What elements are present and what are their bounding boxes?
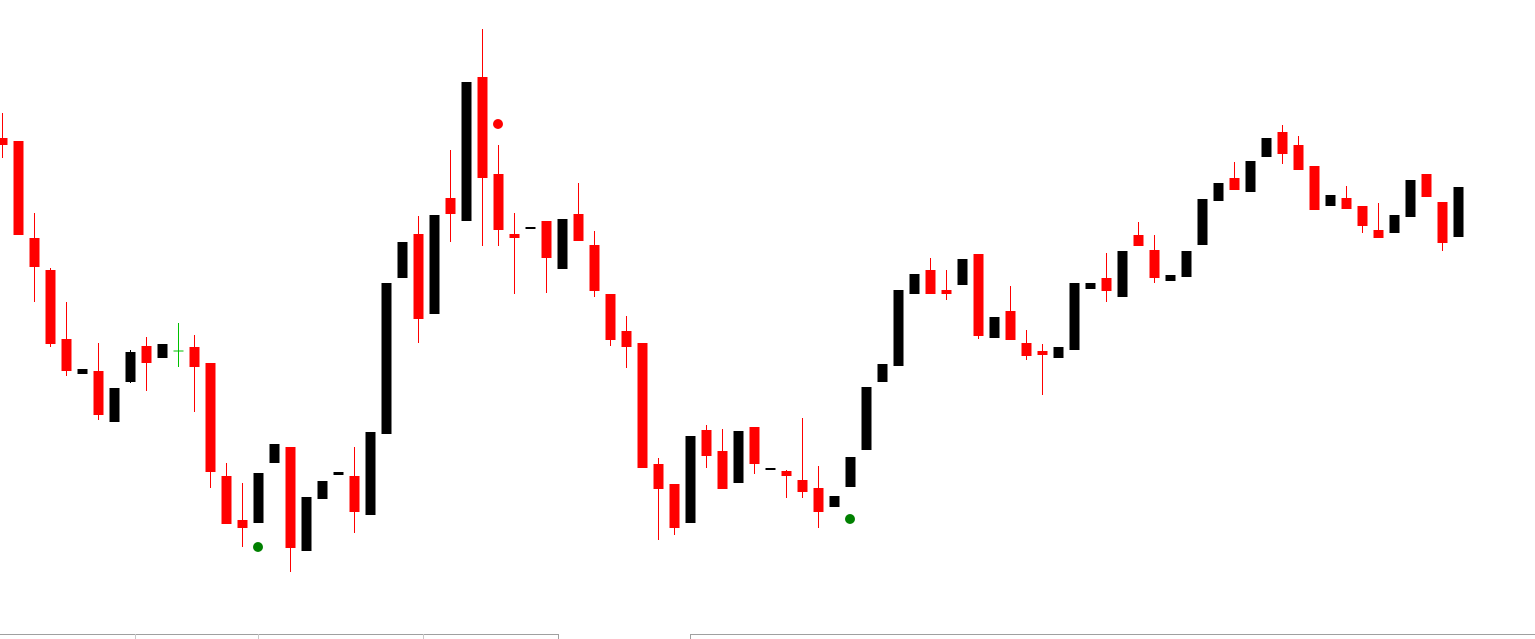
candle-body xyxy=(509,234,520,238)
candle-body xyxy=(973,254,984,336)
candle-body xyxy=(909,274,920,294)
candle-body xyxy=(1021,343,1032,356)
candle-body xyxy=(29,238,40,267)
candle-body xyxy=(461,82,472,221)
candle-body xyxy=(1293,145,1304,170)
candle-body xyxy=(45,270,56,344)
candle-body xyxy=(1197,199,1208,245)
candle-body xyxy=(109,388,120,422)
candle-body xyxy=(1149,250,1160,278)
candle-body xyxy=(1213,183,1224,201)
candle-body xyxy=(541,221,552,258)
candle-body xyxy=(141,346,152,363)
candle-body xyxy=(429,215,440,314)
candle-body xyxy=(157,344,168,358)
candle-body xyxy=(381,283,392,434)
candle-body xyxy=(1437,202,1448,243)
candle-body xyxy=(1389,215,1400,233)
candle-body xyxy=(733,431,744,483)
candle-body xyxy=(365,432,376,515)
candle-body xyxy=(589,245,600,291)
candle-body xyxy=(493,174,504,230)
candle-body xyxy=(637,343,648,468)
candle-body xyxy=(957,259,968,285)
candle-body xyxy=(1005,311,1016,340)
candle-body xyxy=(349,476,360,512)
candle-body xyxy=(749,427,760,464)
candle-body xyxy=(1053,347,1064,358)
candle-body xyxy=(333,472,344,475)
candle-body xyxy=(669,484,680,528)
candle-body xyxy=(653,464,664,489)
candle-body xyxy=(413,234,424,319)
candle-body xyxy=(797,480,808,492)
candle-body xyxy=(1421,174,1432,197)
candle-body xyxy=(125,352,136,382)
candle-body xyxy=(1277,132,1288,154)
signal-dot xyxy=(253,542,263,552)
candle-body xyxy=(701,430,712,456)
candle-body xyxy=(61,339,72,371)
candle-body xyxy=(1101,278,1112,291)
candle-body xyxy=(925,270,936,294)
candle-body xyxy=(285,447,296,548)
candle-body xyxy=(397,242,408,278)
candle-body xyxy=(301,497,312,551)
candle-body xyxy=(1341,198,1352,209)
candle-body xyxy=(989,317,1000,338)
candle-body xyxy=(1181,251,1192,277)
candle-body xyxy=(93,371,104,415)
candle-body xyxy=(829,496,840,507)
candle-body xyxy=(717,451,728,489)
candle-body xyxy=(1133,235,1144,246)
candle-body xyxy=(1245,161,1256,192)
candle-body xyxy=(1453,187,1464,237)
candle-body xyxy=(525,227,536,229)
candle-body xyxy=(893,290,904,366)
candle-body xyxy=(1261,138,1272,157)
candle-body xyxy=(1229,178,1240,190)
candle-body xyxy=(205,363,216,472)
candle-body xyxy=(1309,166,1320,210)
candle-body xyxy=(1085,283,1096,289)
candle-body xyxy=(941,290,952,294)
candle-body xyxy=(1117,251,1128,297)
candle-body xyxy=(685,436,696,523)
candle-body xyxy=(781,471,792,476)
candle-body xyxy=(77,369,88,374)
candle-body xyxy=(0,138,8,145)
bottom-panel xyxy=(0,634,1535,639)
candle-body xyxy=(317,481,328,499)
candle-body xyxy=(445,198,456,214)
candle-body xyxy=(813,488,824,512)
candle-body xyxy=(1357,206,1368,226)
candle-body xyxy=(1165,275,1176,281)
candle-body xyxy=(189,347,200,367)
candle-body xyxy=(1325,195,1336,206)
candle-body xyxy=(765,468,776,470)
candle-body xyxy=(621,331,632,347)
candle-body xyxy=(557,219,568,269)
candle-body xyxy=(605,294,616,340)
candle-body xyxy=(221,476,232,524)
candle-body xyxy=(477,77,488,178)
candle-body xyxy=(253,473,264,523)
candle-body xyxy=(13,141,24,235)
candle-body xyxy=(1373,230,1384,238)
candle-body xyxy=(1037,351,1048,355)
candle-body xyxy=(1069,283,1080,350)
candle-body xyxy=(861,387,872,450)
candle-body xyxy=(269,444,280,463)
candle-body xyxy=(237,520,248,528)
candle-body xyxy=(877,364,888,382)
signal-dot xyxy=(493,119,503,129)
signal-dot xyxy=(845,514,855,524)
candle-body xyxy=(845,457,856,487)
candle-body xyxy=(1405,180,1416,217)
candle-body xyxy=(573,214,584,241)
